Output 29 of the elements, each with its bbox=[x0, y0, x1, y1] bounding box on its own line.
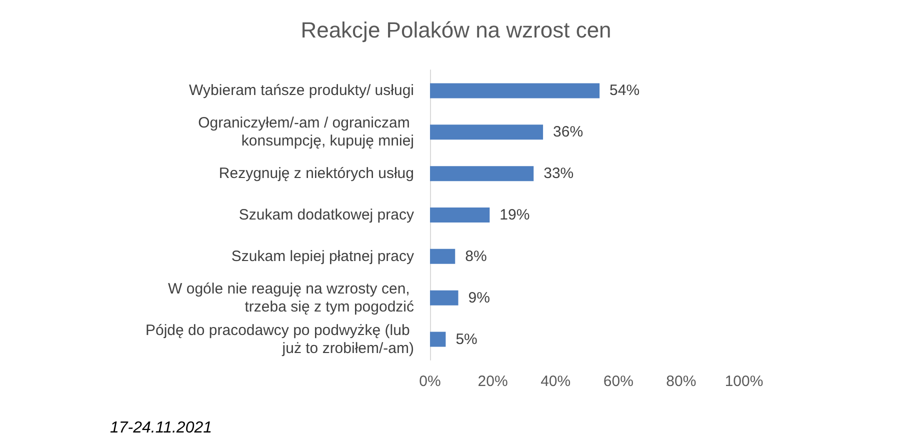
bar bbox=[430, 290, 458, 306]
data-label: 8% bbox=[465, 248, 487, 265]
y-tick-label: Ograniczyłem/-am / ograniczam konsumpcję, kupuję mniej bbox=[198, 114, 414, 150]
data-label: 19% bbox=[500, 206, 530, 224]
data-label: 36% bbox=[553, 124, 584, 141]
x-tick-label: 60% bbox=[603, 373, 634, 390]
data-label: 54% bbox=[610, 82, 640, 100]
bar bbox=[430, 166, 534, 182]
data-label: 5% bbox=[456, 330, 478, 348]
chart-title: Reakcje Polaków na wzrost cen bbox=[300, 18, 612, 42]
bar bbox=[430, 83, 600, 98]
bar bbox=[430, 248, 456, 264]
x-tick-label: 100% bbox=[724, 373, 764, 390]
y-tick-label: Pójdę do pracodawcy po podwyżkę (lub już to zrobiłem/-am) bbox=[146, 322, 414, 357]
text: 17-24.11.2021 bbox=[110, 420, 212, 436]
x-tick-label: 80% bbox=[666, 373, 696, 390]
data-label: 33% bbox=[544, 165, 574, 182]
y-tick-label: W ogóle nie reaguję na wzrosty cen, trzeba się z tym pogodzić bbox=[168, 280, 414, 316]
y-tick-label: Szukam dodatkowej pracy bbox=[238, 206, 414, 224]
bar bbox=[430, 332, 446, 347]
x-tick-label: 40% bbox=[540, 373, 571, 390]
x-tick-label: 20% bbox=[478, 373, 508, 390]
y-tick-label: Szukam lepiej płatnej pracy bbox=[231, 248, 414, 265]
x-tick-label: 0% bbox=[419, 373, 441, 390]
y-tick-label: Wybieram tańsze produkty/ usługi bbox=[189, 82, 414, 100]
bar bbox=[430, 208, 490, 222]
data-label: 9% bbox=[468, 289, 490, 306]
y-tick-label: Rezygnuję z niektórych usług bbox=[218, 165, 414, 182]
bar bbox=[430, 124, 544, 140]
